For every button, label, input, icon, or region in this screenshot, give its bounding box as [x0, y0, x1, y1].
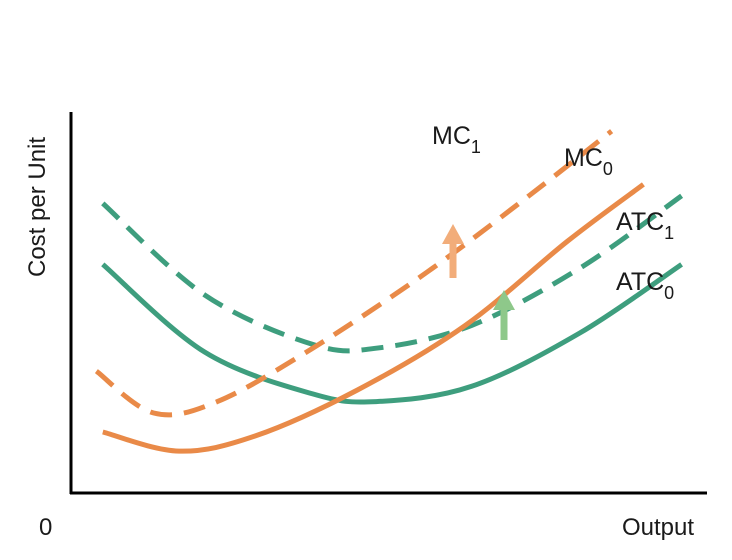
- arrows-layer: [442, 224, 515, 340]
- curve-mc1: [94, 129, 614, 418]
- shift-arrow-icon: [442, 224, 464, 278]
- origin-label: 0: [39, 514, 52, 541]
- label-mc1: MC1: [432, 122, 481, 157]
- curve-atc0: [101, 262, 683, 405]
- label-atc1: ATC1: [616, 208, 674, 243]
- curve-labels: ATC1 ATC0 MC1 MC0: [432, 122, 674, 303]
- curve-mc0: [102, 182, 645, 454]
- shift-arrow-icon: [493, 290, 515, 340]
- curve-atc1: [101, 193, 684, 354]
- curves-layer: [94, 129, 684, 454]
- label-mc0: MC0: [564, 144, 613, 179]
- label-atc0: ATC0: [616, 268, 674, 303]
- y-axis-label: Cost per Unit: [24, 137, 51, 277]
- x-axis-label: Output: [622, 514, 694, 541]
